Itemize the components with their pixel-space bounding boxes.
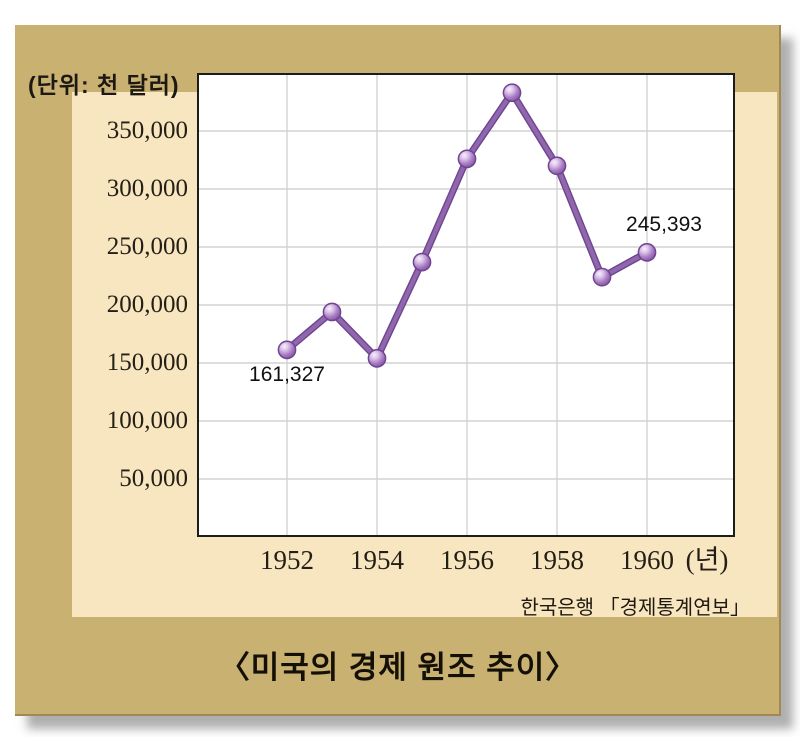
x-axis-unit-label: (년): [685, 545, 729, 575]
x-axis-tick-label: 1956: [440, 545, 494, 575]
x-axis-tick-label: 1952: [260, 545, 314, 575]
data-point-marker: [592, 267, 612, 287]
data-point-marker: [547, 156, 567, 176]
data-point-value-label: 161,327: [249, 362, 325, 386]
y-axis-tick-label: 100,000: [106, 407, 188, 434]
y-axis-tick-label: 200,000: [106, 291, 188, 318]
data-point-marker: [367, 349, 387, 368]
x-axis-tick-label: 1954: [350, 545, 404, 575]
y-axis-tick-label: 50,000: [119, 465, 188, 492]
y-axis-tick-label: 250,000: [106, 233, 188, 260]
y-axis-tick-label: 350,000: [106, 117, 188, 144]
data-point-marker: [457, 149, 477, 169]
data-point-value-label: 245,393: [626, 213, 702, 237]
source-citation: 한국은행 「경제통계연보」: [520, 597, 750, 619]
plot-area: [197, 73, 735, 537]
y-axis-unit-label: (단위: 천 달러): [28, 72, 180, 98]
y-axis-tick-label: 300,000: [106, 175, 188, 202]
data-point-marker: [502, 83, 522, 103]
data-point-marker: [322, 302, 342, 322]
data-point-marker: [637, 242, 657, 262]
line-chart-svg: [197, 73, 735, 537]
data-point-marker: [412, 252, 432, 272]
data-point-marker: [277, 340, 297, 360]
y-axis-tick-label: 150,000: [106, 349, 188, 376]
x-axis-tick-label: 1960: [620, 545, 674, 575]
x-axis-tick-label: 1958: [530, 545, 584, 575]
chart-caption: 〈미국의 경제 원조 추이〉: [218, 650, 578, 685]
